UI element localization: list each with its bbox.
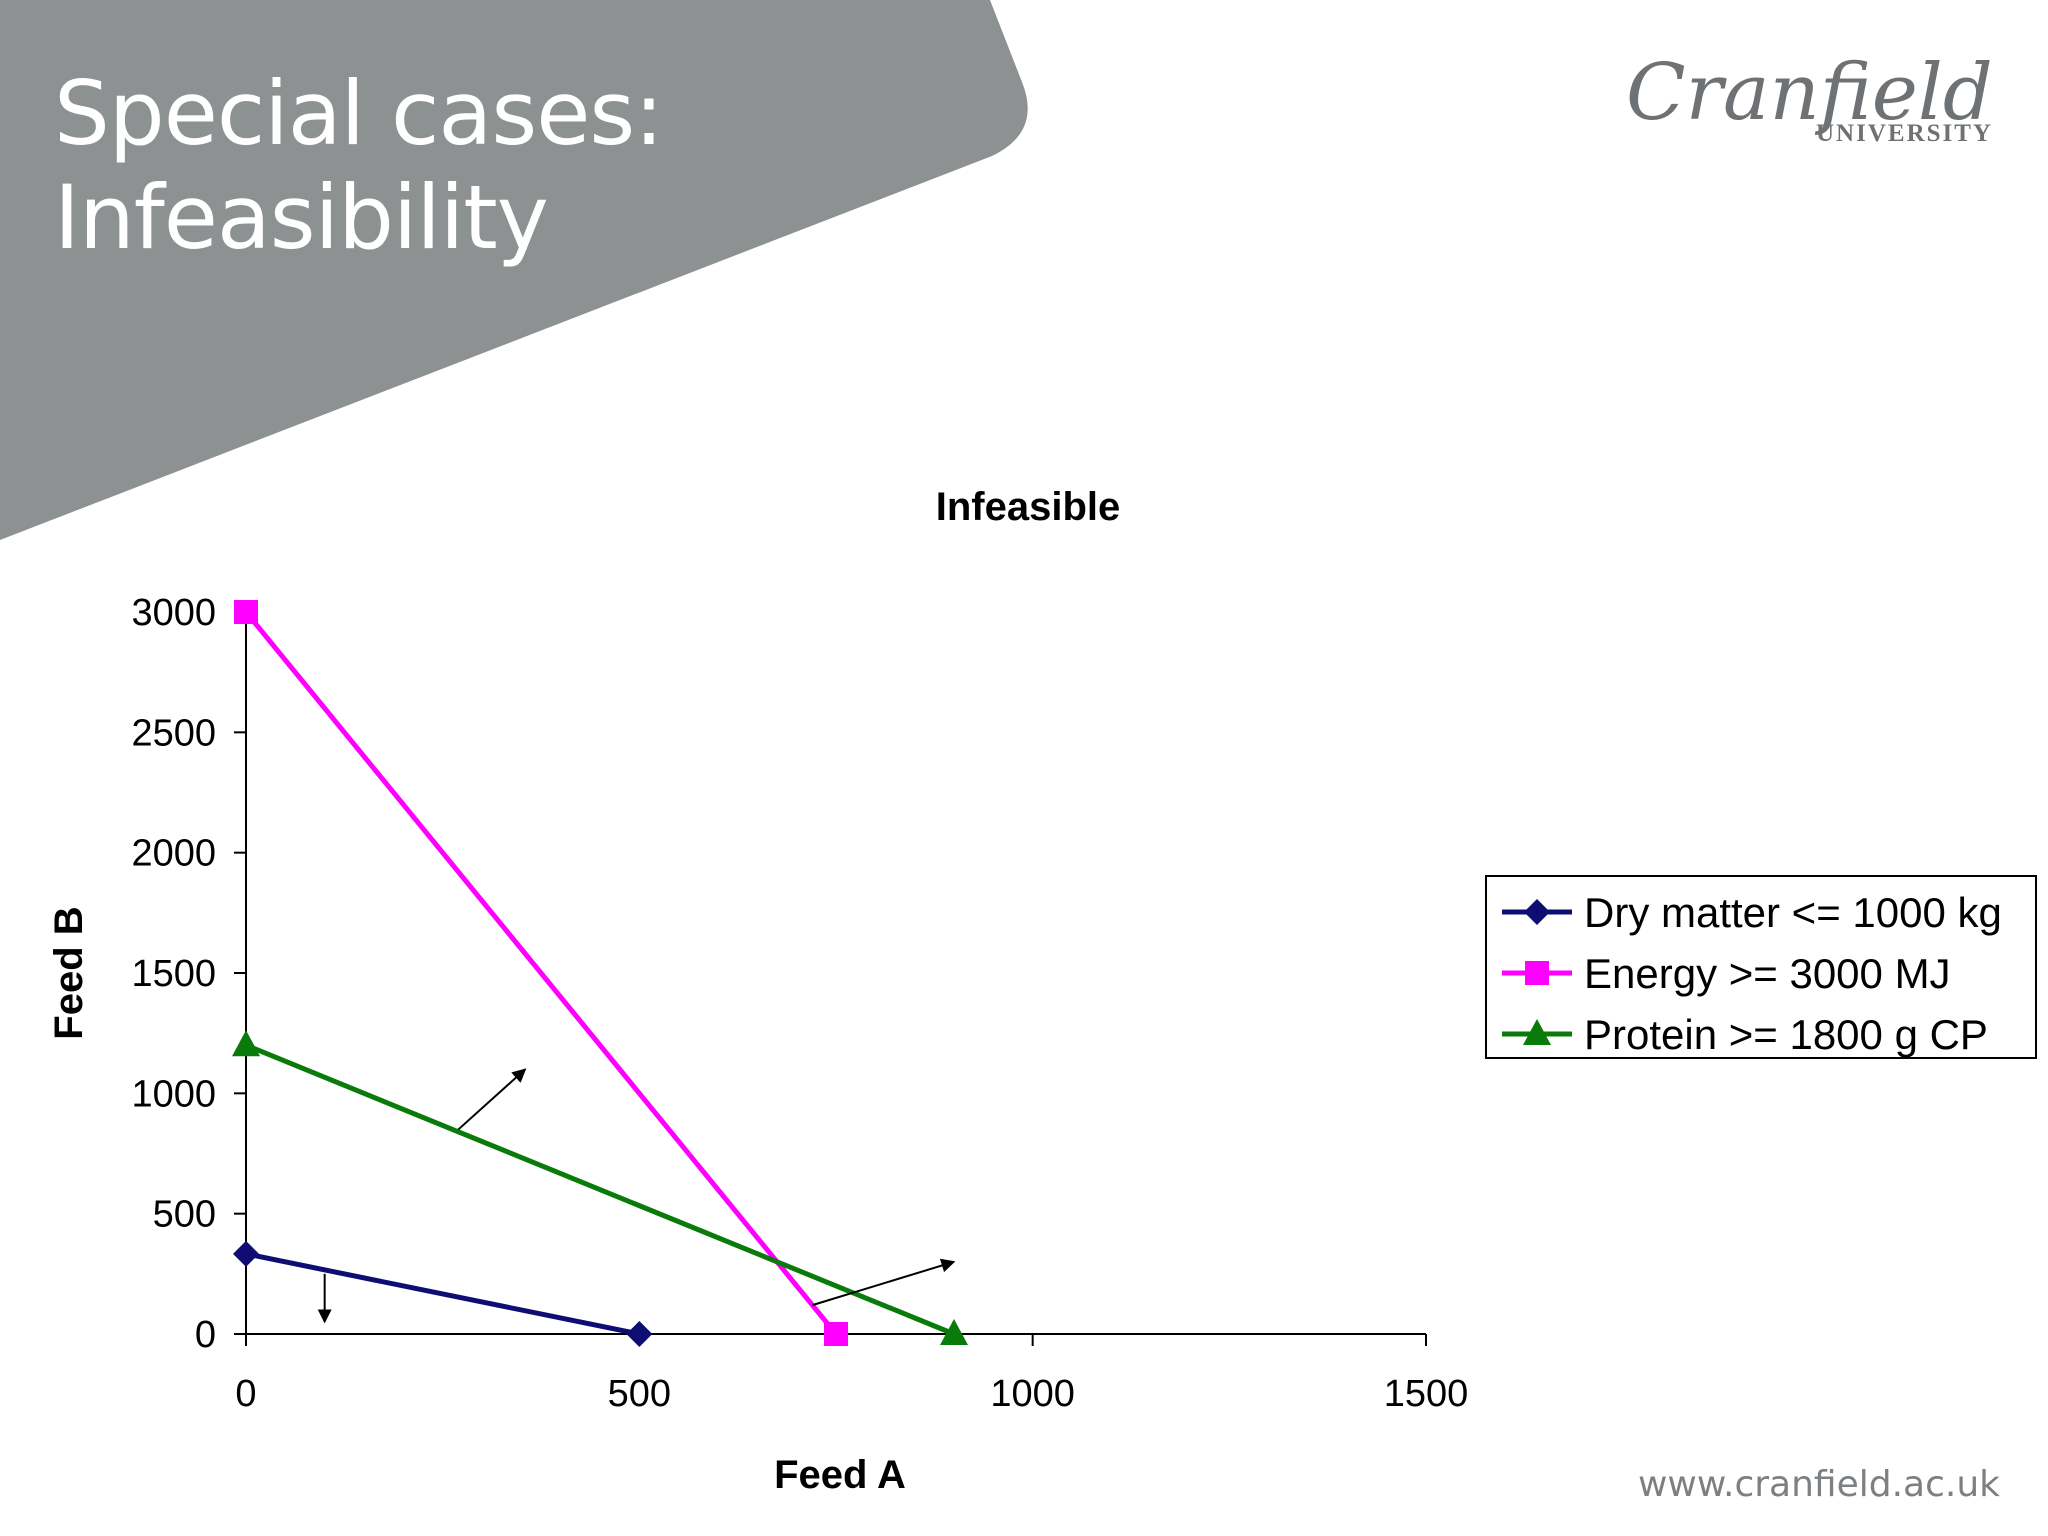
logo-subtitle: UNIVERSITY <box>1816 120 1993 147</box>
legend-entry-1: Dry matter <= 1000 kg <box>1502 889 2002 936</box>
footer-url[interactable]: www.cranfield.ac.uk <box>1637 1464 2000 1505</box>
legend-entry-3: Protein >= 1800 g CP <box>1502 1011 1988 1058</box>
x-tick-label: 1000 <box>990 1373 1075 1415</box>
series-2 <box>234 600 848 1346</box>
banner-shape <box>0 0 1028 540</box>
legend-entry-2: Energy >= 3000 MJ <box>1502 950 1951 997</box>
legend-marker <box>1524 899 1550 925</box>
logo-name: Cranfield <box>1626 48 1993 138</box>
plot-area: 0 500 1000 1500 2000 2500 3000 0 500 1000 1500 <box>131 592 1468 1415</box>
data-point <box>234 600 258 624</box>
y-tick-label: 1000 <box>131 1073 216 1115</box>
data-point <box>233 1240 259 1267</box>
annotation-arrow <box>457 1068 527 1131</box>
legend-label: Protein >= 1800 g CP <box>1584 1011 1988 1058</box>
slide-title-line-2: Infeasibility <box>54 166 549 269</box>
x-axis-title: Feed A <box>774 1453 906 1497</box>
cranfield-logo: Cranfield UNIVERSITY <box>1626 48 2006 158</box>
y-axis-title: Feed B <box>47 906 91 1039</box>
slide-title-line-1: Special cases: <box>54 62 664 165</box>
legend-label: Dry matter <= 1000 kg <box>1584 889 2002 936</box>
data-point <box>824 1322 848 1346</box>
slide-title: Special cases: Infeasibility <box>54 62 664 270</box>
y-tick-label: 3000 <box>131 592 216 634</box>
series-line <box>244 610 838 1336</box>
y-tick-label: 0 <box>195 1314 216 1356</box>
y-tick-label: 500 <box>153 1194 216 1236</box>
x-tick-label: 0 <box>235 1373 256 1415</box>
legend-box <box>1485 875 2037 1059</box>
y-tick-label: 2500 <box>131 712 216 754</box>
data-point <box>940 1319 968 1345</box>
data-point <box>232 1030 260 1057</box>
y-tick-label: 2000 <box>131 833 216 875</box>
legend: Dry matter <= 1000 kg Energy >= 3000 MJ Pr… <box>1485 875 2037 1059</box>
chart-title: Infeasible <box>936 485 1121 529</box>
legend-marker <box>1523 1019 1551 1045</box>
annotation-arrow <box>812 1258 956 1307</box>
legend-label: Energy >= 3000 MJ <box>1584 950 1951 997</box>
series-line <box>245 1251 640 1337</box>
y-tick-label: 1500 <box>131 953 216 995</box>
series-line <box>245 1042 955 1337</box>
x-tick-label: 1500 <box>1384 1373 1469 1415</box>
series-3 <box>232 1030 968 1345</box>
series-1 <box>233 1240 653 1347</box>
x-tick-label: 500 <box>608 1373 671 1415</box>
data-point <box>626 1321 653 1347</box>
legend-marker <box>1525 961 1549 985</box>
